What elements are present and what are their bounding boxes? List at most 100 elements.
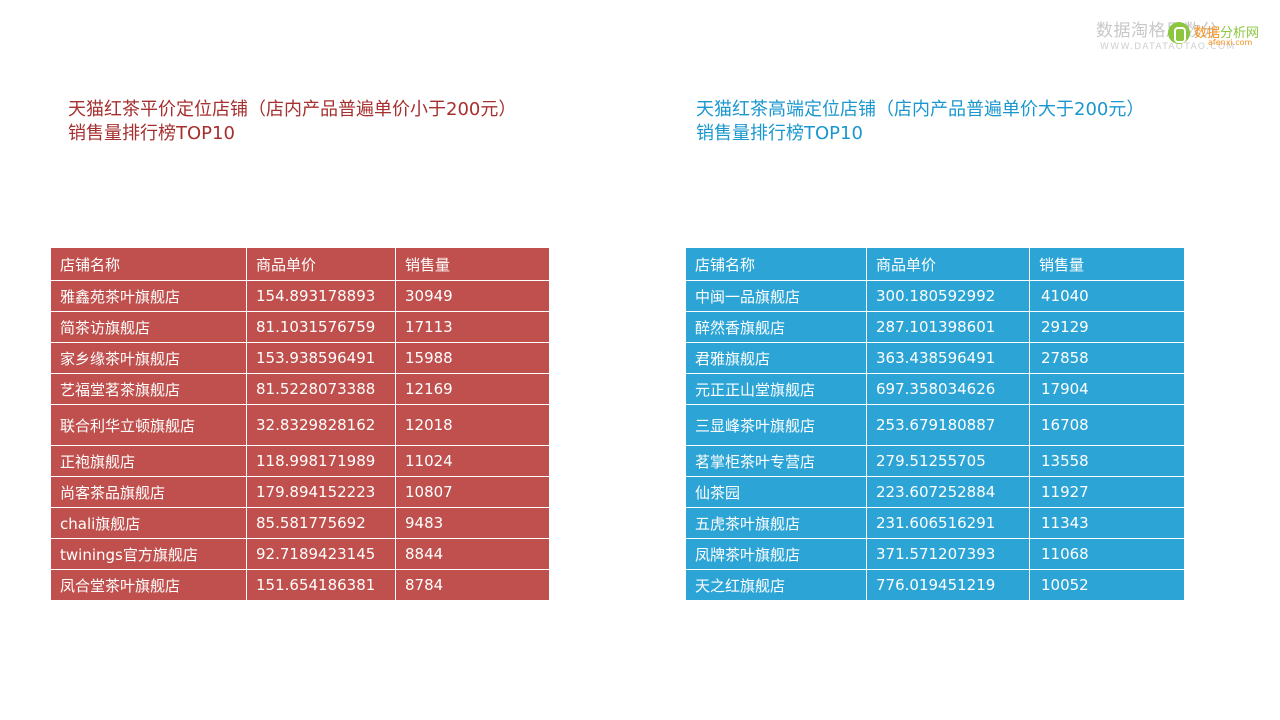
table-row: chali旗舰店 85.581775692 9483 — [50, 507, 550, 539]
unit-price-cell: 151.654186381 — [246, 569, 396, 601]
table-row: 三显峰茶叶旗舰店 253.679180887 16708 — [685, 404, 1185, 446]
sales-cell: 12018 — [395, 404, 550, 446]
sales-cell: 13558 — [1029, 445, 1185, 477]
afenxi-logo-icon — [1168, 22, 1190, 44]
sales-cell: 29129 — [1029, 311, 1185, 343]
unit-price-cell: 231.606516291 — [866, 507, 1030, 539]
table-row: 正袍旗舰店 118.998171989 11024 — [50, 445, 550, 477]
store-name-cell: 天之红旗舰店 — [685, 569, 867, 601]
store-name-cell: 尚客茶品旗舰店 — [50, 476, 247, 508]
store-name-cell: 简茶访旗舰店 — [50, 311, 247, 343]
unit-price-cell: 287.101398601 — [866, 311, 1030, 343]
store-name-cell: chali旗舰店 — [50, 507, 247, 539]
unit-price-cell: 223.607252884 — [866, 476, 1030, 508]
header-row: 店铺名称 商品单价 销售量 — [50, 247, 550, 281]
table-row: 君雅旗舰店 363.438596491 27858 — [685, 342, 1185, 374]
sales-cell: 12169 — [395, 373, 550, 405]
left-title-line1: 天猫红茶平价定位店铺（店内产品普遍单价小于200元） — [68, 99, 517, 120]
unit-price-cell: 279.51255705 — [866, 445, 1030, 477]
header-cell: 销售量 — [395, 247, 550, 281]
table-row: 茗掌柜茶叶专营店 279.51255705 13558 — [685, 445, 1185, 477]
unit-price-cell: 32.8329828162 — [246, 404, 396, 446]
unit-price-cell: 153.938596491 — [246, 342, 396, 374]
left-title-line2: 销售量排行榜TOP10 — [68, 123, 235, 144]
unit-price-cell: 371.571207393 — [866, 538, 1030, 570]
header-cell: 销售量 — [1029, 247, 1185, 281]
sales-cell: 16708 — [1029, 404, 1185, 446]
left-ranking-table: 店铺名称 商品单价 销售量 雅鑫苑茶叶旗舰店 154.893178893 30949 简茶访… — [50, 247, 550, 601]
sales-cell: 17904 — [1029, 373, 1185, 405]
store-name-cell: 家乡缘茶叶旗舰店 — [50, 342, 247, 374]
table-row: 天之红旗舰店 776.019451219 10052 — [685, 569, 1185, 601]
store-name-cell: 君雅旗舰店 — [685, 342, 867, 374]
sales-cell: 11927 — [1029, 476, 1185, 508]
sales-cell: 41040 — [1029, 280, 1185, 312]
unit-price-cell: 118.998171989 — [246, 445, 396, 477]
header-cell: 店铺名称 — [50, 247, 247, 281]
left-title: 天猫红茶平价定位店铺（店内产品普遍单价小于200元） 销售量排行榜TOP10 — [68, 98, 516, 146]
unit-price-cell: 253.679180887 — [866, 404, 1030, 446]
table-row: 简茶访旗舰店 81.1031576759 17113 — [50, 311, 550, 343]
sales-cell: 10052 — [1029, 569, 1185, 601]
unit-price-cell: 154.893178893 — [246, 280, 396, 312]
unit-price-cell: 92.7189423145 — [246, 538, 396, 570]
afenxi-logo: 数据分析网 afenxi.com — [1168, 20, 1272, 56]
sales-cell: 9483 — [395, 507, 550, 539]
table-row: 元正正山堂旗舰店 697.358034626 17904 — [685, 373, 1185, 405]
table-row: twinings官方旗舰店 92.7189423145 8844 — [50, 538, 550, 570]
store-name-cell: 雅鑫苑茶叶旗舰店 — [50, 280, 247, 312]
table-row: 仙茶园 223.607252884 11927 — [685, 476, 1185, 508]
right-ranking-table: 店铺名称 商品单价 销售量 中闽一品旗舰店 300.180592992 41040 醉然香旗… — [685, 247, 1185, 601]
sales-cell: 30949 — [395, 280, 550, 312]
right-title-line2: 销售量排行榜TOP10 — [696, 123, 863, 144]
table-row: 凤牌茶叶旗舰店 371.571207393 11068 — [685, 538, 1185, 570]
unit-price-cell: 363.438596491 — [866, 342, 1030, 374]
store-name-cell: 联合利华立顿旗舰店 — [50, 404, 247, 446]
store-name-cell: 艺福堂茗茶旗舰店 — [50, 373, 247, 405]
sales-cell: 8784 — [395, 569, 550, 601]
table-row: 凤合堂茶叶旗舰店 151.654186381 8784 — [50, 569, 550, 601]
right-title-line1: 天猫红茶高端定位店铺（店内产品普遍单价大于200元） — [696, 99, 1145, 120]
unit-price-cell: 697.358034626 — [866, 373, 1030, 405]
store-name-cell: 五虎茶叶旗舰店 — [685, 507, 867, 539]
store-name-cell: 中闽一品旗舰店 — [685, 280, 867, 312]
header-cell: 商品单价 — [866, 247, 1030, 281]
sales-cell: 10807 — [395, 476, 550, 508]
table-row: 中闽一品旗舰店 300.180592992 41040 — [685, 280, 1185, 312]
store-name-cell: 茗掌柜茶叶专营店 — [685, 445, 867, 477]
store-name-cell: 凤牌茶叶旗舰店 — [685, 538, 867, 570]
store-name-cell: twinings官方旗舰店 — [50, 538, 247, 570]
sales-cell: 8844 — [395, 538, 550, 570]
table-row: 五虎茶叶旗舰店 231.606516291 11343 — [685, 507, 1185, 539]
watermark: 数据淘格局数分 WWW.DATATAOTAO.COM 数据分析网 afenxi.… — [1096, 16, 1276, 60]
table-row: 醉然香旗舰店 287.101398601 29129 — [685, 311, 1185, 343]
table-row: 联合利华立顿旗舰店 32.8329828162 12018 — [50, 404, 550, 446]
unit-price-cell: 81.5228073388 — [246, 373, 396, 405]
header-cell: 店铺名称 — [685, 247, 867, 281]
afenxi-logo-name: 数据分析网 — [1194, 26, 1260, 41]
store-name-cell: 元正正山堂旗舰店 — [685, 373, 867, 405]
sales-cell: 27858 — [1029, 342, 1185, 374]
sales-cell: 11343 — [1029, 507, 1185, 539]
store-name-cell: 凤合堂茶叶旗舰店 — [50, 569, 247, 601]
store-name-cell: 醉然香旗舰店 — [685, 311, 867, 343]
table-row: 尚客茶品旗舰店 179.894152223 10807 — [50, 476, 550, 508]
right-title: 天猫红茶高端定位店铺（店内产品普遍单价大于200元） 销售量排行榜TOP10 — [696, 98, 1144, 146]
watermark-url: WWW.DATATAOTAO.COM — [1100, 42, 1236, 52]
unit-price-cell: 776.019451219 — [866, 569, 1030, 601]
store-name-cell: 仙茶园 — [685, 476, 867, 508]
store-name-cell: 正袍旗舰店 — [50, 445, 247, 477]
header-cell: 商品单价 — [246, 247, 396, 281]
unit-price-cell: 81.1031576759 — [246, 311, 396, 343]
header-row: 店铺名称 商品单价 销售量 — [685, 247, 1185, 281]
sales-cell: 11068 — [1029, 538, 1185, 570]
table-row: 雅鑫苑茶叶旗舰店 154.893178893 30949 — [50, 280, 550, 312]
table-row: 家乡缘茶叶旗舰店 153.938596491 15988 — [50, 342, 550, 374]
unit-price-cell: 179.894152223 — [246, 476, 396, 508]
sales-cell: 15988 — [395, 342, 550, 374]
sales-cell: 11024 — [395, 445, 550, 477]
table-row: 艺福堂茗茶旗舰店 81.5228073388 12169 — [50, 373, 550, 405]
afenxi-logo-sub: afenxi.com — [1208, 38, 1253, 47]
unit-price-cell: 85.581775692 — [246, 507, 396, 539]
store-name-cell: 三显峰茶叶旗舰店 — [685, 404, 867, 446]
